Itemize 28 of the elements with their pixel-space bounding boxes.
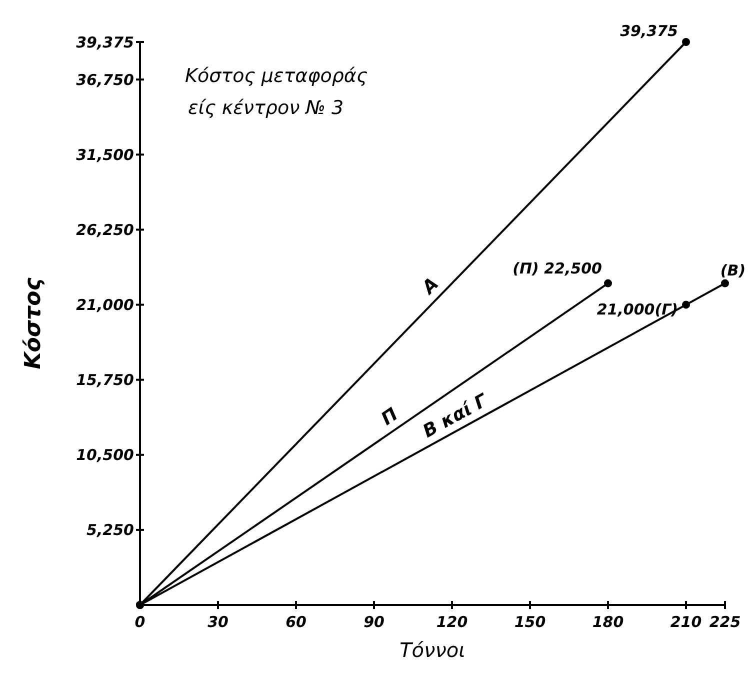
data-label: (Π) 22,500 xyxy=(512,259,602,278)
text: Β καί Γ xyxy=(420,389,492,442)
y-tick-label: 10,500 xyxy=(76,446,134,464)
y-tick-label: 26,250 xyxy=(76,220,134,239)
y-tick-label: 39,375 xyxy=(76,33,134,52)
y-tick-label: 31,500 xyxy=(76,146,134,164)
x-tick-label: 150 xyxy=(514,613,546,631)
y-tick-label: 15,750 xyxy=(76,371,134,390)
text: Κόστος μεταφοράς xyxy=(185,65,368,87)
data-label: (Β) xyxy=(720,261,746,280)
y-tick-label: 36,750 xyxy=(76,70,134,89)
data-label: 21,000(Γ) xyxy=(596,300,678,319)
x-tick-label: 0 xyxy=(134,613,146,631)
x-tick-label: 90 xyxy=(364,613,384,631)
x-tick-label: 60 xyxy=(286,613,306,631)
y-tick-label: 5,250 xyxy=(86,521,134,540)
text: A xyxy=(416,274,443,300)
x-tick-label: 210 xyxy=(670,613,702,631)
text: είς κέντρον № 3 xyxy=(188,97,344,119)
x-tick-label: 120 xyxy=(436,613,468,631)
y-tick-label: 21,000 xyxy=(76,296,134,314)
x-tick-label: 30 xyxy=(208,613,228,631)
x-axis-title: Τόννοι xyxy=(400,638,466,662)
data-label: 39,375 xyxy=(620,22,678,40)
x-tick-label: 180 xyxy=(592,613,624,631)
text: Π xyxy=(378,404,402,430)
x-tick-label: 225 xyxy=(709,613,741,631)
y-axis-title: Κόστος xyxy=(21,276,46,370)
